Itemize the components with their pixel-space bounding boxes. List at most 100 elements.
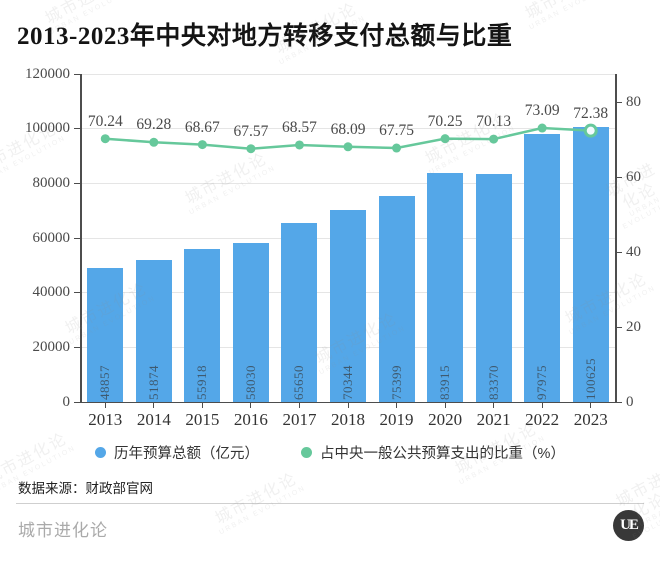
x-axis-label: 2023 (573, 410, 608, 429)
line-value-label: 69.28 (136, 116, 172, 134)
right-axis-tick (616, 176, 622, 178)
x-axis-tick (541, 403, 543, 408)
left-axis-tick (74, 128, 80, 130)
bar-value-label: 48857 (97, 364, 113, 400)
line-point-2017 (294, 140, 304, 150)
footer-divider (16, 503, 644, 504)
legend-item-bar-series[interactable]: 历年预算总额（亿元） (95, 442, 259, 463)
bar-value-label: 65650 (291, 364, 307, 400)
line-value-label: 73.09 (524, 102, 560, 120)
line-value-label: 72.38 (573, 104, 609, 122)
gridline (81, 182, 615, 184)
bar-value-label: 58030 (242, 364, 258, 400)
x-axis-tick (153, 403, 155, 408)
line-value-label: 70.13 (476, 113, 512, 131)
right-axis-tick (616, 326, 622, 328)
right-axis-tick (616, 401, 622, 403)
right-y-axis (615, 74, 617, 402)
legend-label: 历年预算总额（亿元） (114, 446, 260, 462)
bar-2018: 70344 (330, 209, 366, 402)
line-point-2013 (100, 134, 110, 144)
brand-name: 城市进化论 (18, 521, 108, 540)
left-axis-label: 0 (62, 393, 71, 410)
bar-value-label: 70344 (340, 364, 355, 400)
line-point-2014 (149, 137, 159, 147)
line-value-label: 67.57 (233, 122, 269, 140)
bar-2013: 48857 (87, 268, 124, 402)
x-axis-tick (347, 403, 349, 408)
legend-label: 占中央一般公共预算支出的比重（%） (320, 446, 565, 462)
x-axis-tick (493, 403, 495, 408)
line-point-2019 (392, 143, 402, 153)
bar-value-label: 51874 (145, 364, 161, 400)
line-value-label: 68.09 (330, 120, 366, 138)
right-axis-label: 0 (626, 393, 634, 410)
line-point-2015 (197, 140, 207, 150)
left-axis-tick (74, 182, 80, 184)
x-axis-label: 2021 (476, 410, 511, 429)
legend-dot-green (301, 447, 313, 458)
left-axis-label: 60000 (32, 229, 71, 246)
left-axis-label: 20000 (32, 338, 71, 355)
x-axis-tick (201, 403, 203, 408)
x-axis-label: 2017 (282, 410, 317, 429)
x-axis-tick (590, 403, 592, 408)
x-axis-label: 2018 (331, 410, 365, 429)
x-axis-label: 2022 (525, 410, 560, 429)
line-point-2018 (343, 142, 353, 152)
x-axis-tick (104, 403, 106, 408)
left-axis-tick (74, 73, 80, 75)
line-point-2020 (440, 134, 450, 144)
bar-2020: 83915 (427, 172, 464, 402)
line-value-label: 70.25 (427, 112, 463, 130)
left-axis-tick (74, 237, 80, 239)
x-axis-tick (444, 403, 446, 408)
right-axis-tick (616, 101, 622, 103)
x-axis-label: 2014 (136, 410, 171, 429)
x-axis-label: 2016 (233, 410, 268, 429)
left-axis-label: 100000 (25, 120, 70, 137)
bar-value-label: 75399 (388, 364, 404, 400)
bar-value-label: 100625 (582, 357, 598, 400)
right-axis-label: 80 (626, 93, 641, 110)
chart-legend: 历年预算总额（亿元） 占中央一般公共预算支出的比重（%） (0, 442, 660, 463)
left-axis-tick (74, 292, 80, 294)
right-axis-label: 20 (626, 318, 641, 335)
legend-dot-blue (95, 447, 107, 458)
gridline (81, 73, 615, 75)
bar-value-label: 83915 (437, 364, 453, 400)
bar-2017: 65650 (281, 222, 318, 402)
bar-2014: 51874 (135, 260, 172, 402)
left-axis-label: 80000 (32, 174, 71, 191)
left-y-axis (80, 74, 82, 402)
bar-2022: 97975 (524, 134, 561, 402)
x-axis-label: 2020 (428, 410, 463, 429)
line-value-label: 70.24 (87, 112, 123, 130)
bar-value-label: 83370 (485, 364, 501, 400)
bar-value-label: 97975 (534, 364, 550, 400)
x-axis-label: 2015 (185, 410, 220, 429)
left-axis-tick (74, 401, 80, 403)
right-axis-tick (616, 251, 622, 253)
right-axis-label: 60 (626, 168, 641, 185)
line-point-2016 (246, 144, 256, 154)
line-value-label: 68.67 (184, 118, 220, 136)
x-axis-tick (298, 403, 300, 408)
bar-2021: 83370 (475, 174, 512, 402)
bar-2015: 55918 (184, 249, 221, 402)
left-axis-label: 120000 (25, 65, 70, 82)
bar-2023: 100625 (572, 126, 609, 402)
x-axis-label: 2019 (379, 410, 414, 429)
x-axis-tick (250, 403, 252, 408)
line-point-2021 (489, 134, 499, 144)
brand-logo-icon: UE (613, 510, 644, 541)
right-axis-label: 40 (626, 243, 641, 260)
x-axis-tick (396, 403, 398, 408)
bar-value-label: 55918 (194, 364, 210, 400)
legend-item-line-series[interactable]: 占中央一般公共预算支出的比重（%） (301, 442, 565, 463)
line-value-label: 67.75 (379, 122, 414, 140)
line-value-label: 68.57 (282, 118, 317, 136)
x-axis (80, 401, 616, 403)
